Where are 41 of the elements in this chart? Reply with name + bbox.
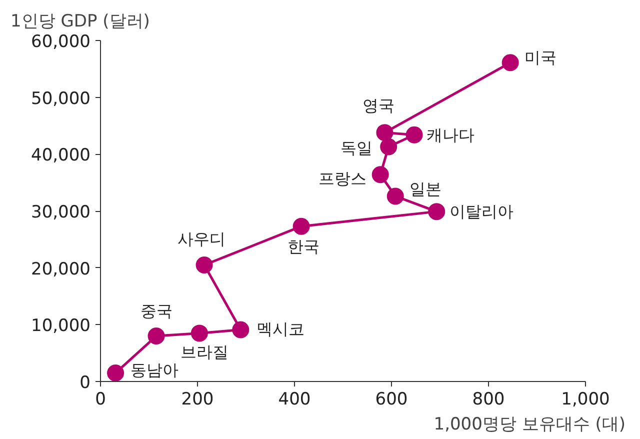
point	[148, 328, 165, 345]
y-tick-label: 40,000	[31, 146, 90, 166]
point	[376, 124, 394, 142]
annotation: 이탈리아	[450, 202, 514, 222]
point	[380, 138, 398, 156]
x-tick-label: 600	[375, 390, 408, 410]
x-axis-title: 1,000명당 보유대수 (대)	[434, 414, 626, 434]
y-tick-label: 60,000	[31, 32, 90, 52]
x-tick-label: 0	[95, 390, 106, 410]
x-tick-label: 400	[278, 390, 311, 410]
annotation: 미국	[524, 48, 556, 68]
annotation: 영국	[362, 96, 395, 116]
annotation: 동남아	[130, 360, 179, 380]
annotation: 한국	[287, 236, 320, 256]
annotation: 프랑스	[318, 169, 366, 188]
x-tick-label: 800	[472, 390, 505, 410]
y-tick-label: 20,000	[31, 259, 90, 280]
x-tick-label: 1,000	[561, 390, 610, 410]
annotation: 일본	[409, 180, 442, 199]
y-axis-title: 1인당 GDP (달러)	[10, 12, 150, 32]
annotation: 독일	[340, 138, 373, 158]
point	[196, 256, 213, 274]
annotation: 브라질	[180, 342, 228, 362]
annotation: 멕시코	[256, 319, 305, 338]
y-tick-label: 50,000	[31, 88, 90, 109]
point	[232, 321, 250, 338]
point	[372, 166, 389, 184]
annotation: 중국	[140, 302, 172, 321]
annotation: 캐나다	[426, 125, 474, 144]
y-tick-label: 10,000	[31, 316, 90, 336]
point	[406, 126, 423, 144]
y-tick-label: 0	[80, 373, 91, 393]
point	[502, 54, 519, 72]
point	[190, 324, 208, 342]
point	[428, 203, 446, 220]
point	[386, 188, 404, 205]
point	[292, 218, 310, 235]
x-tick-label: 200	[181, 390, 214, 410]
point	[107, 364, 124, 382]
y-tick-label: 30,000	[31, 202, 90, 222]
annotation: 사우디	[177, 229, 226, 248]
